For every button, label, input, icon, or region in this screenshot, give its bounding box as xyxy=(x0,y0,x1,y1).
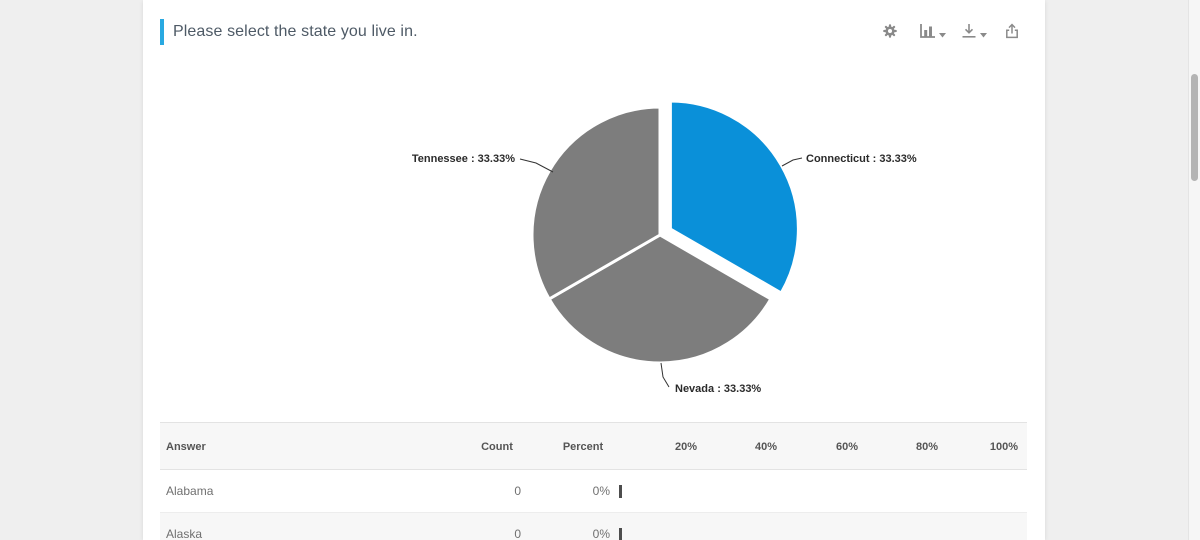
download-icon xyxy=(961,23,977,44)
pie-slice-nevada[interactable] xyxy=(547,233,773,365)
chevron-down-icon xyxy=(980,25,987,43)
scale-tick-20: 20% xyxy=(674,441,698,453)
bar-chart-icon xyxy=(919,23,936,44)
share-button[interactable] xyxy=(1004,23,1020,44)
scale-tick-80: 80% xyxy=(915,441,939,453)
gear-icon xyxy=(882,23,898,44)
pie-leader-line xyxy=(781,157,803,167)
table-row: Alabama 0 0% xyxy=(160,470,1027,513)
pie-label-nevada: Nevada : 33.33% xyxy=(675,383,761,395)
table-header-row: Answer Count Percent 20% 40% 60% 80% 100… xyxy=(160,422,1027,470)
question-title: Please select the state you live in. xyxy=(173,23,418,40)
percent-bar xyxy=(619,528,622,540)
scale-tick-60: 60% xyxy=(835,441,859,453)
question-header: Please select the state you live in. xyxy=(143,0,1045,56)
pie-slice-tennessee[interactable] xyxy=(530,105,662,301)
answer-cell: Alaska xyxy=(166,527,203,540)
pie-label-tennessee: Tennessee : 33.33% xyxy=(412,153,515,165)
chevron-down-icon xyxy=(939,25,946,43)
page-scrollbar-thumb[interactable] xyxy=(1191,74,1198,181)
header-answer: Answer xyxy=(166,441,206,453)
percent-cell: 0% xyxy=(592,527,610,540)
percent-bar xyxy=(619,485,622,498)
percent-cell: 0% xyxy=(592,484,610,498)
count-cell: 0 xyxy=(514,527,521,540)
header-count: Count xyxy=(481,441,513,453)
header-percent: Percent xyxy=(562,441,604,453)
table-row: Alaska 0 0% xyxy=(160,513,1027,540)
pie-label-connecticut: Connecticut : 33.33% xyxy=(806,153,917,165)
pie-leader-line xyxy=(660,362,670,388)
settings-button[interactable] xyxy=(882,23,898,44)
pie-slice-connecticut[interactable] xyxy=(668,99,800,295)
question-card: Please select the state you live in. xyxy=(143,0,1045,540)
page-scrollbar-track[interactable] xyxy=(1188,0,1200,540)
download-button[interactable] xyxy=(961,23,987,44)
pie-leader-line xyxy=(519,158,554,173)
question-accent-bar xyxy=(160,19,164,45)
pie-chart: Connecticut : 33.33% Nevada : 33.33% Tenne… xyxy=(412,99,917,395)
count-cell: 0 xyxy=(514,484,521,498)
answer-table: Answer Count Percent 20% 40% 60% 80% 100… xyxy=(160,422,1027,540)
answer-cell: Alabama xyxy=(166,484,214,498)
scale-tick-100: 100% xyxy=(989,441,1019,453)
chart-toolbar xyxy=(882,23,1020,44)
chart-type-button[interactable] xyxy=(919,23,946,44)
share-export-icon xyxy=(1004,23,1020,44)
scale-tick-40: 40% xyxy=(754,441,778,453)
